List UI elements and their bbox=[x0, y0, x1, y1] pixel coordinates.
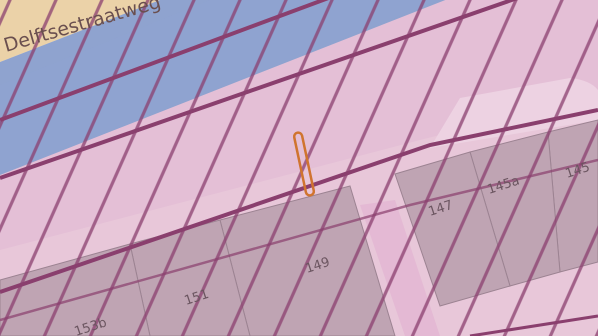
selected-parcel-marker[interactable] bbox=[292, 131, 316, 197]
boundary-line-rail bbox=[0, 0, 518, 180]
house-number-147: 147 bbox=[427, 198, 455, 220]
boundary-line-lower bbox=[0, 158, 598, 322]
house-number-149: 149 bbox=[304, 255, 332, 277]
boundary-line-mid bbox=[0, 108, 598, 294]
boundary-line-bottom bbox=[469, 314, 598, 336]
boundary-line-upper bbox=[0, 0, 329, 122]
house-number-145: 145 bbox=[564, 160, 592, 182]
house-number-151: 151 bbox=[183, 287, 211, 309]
